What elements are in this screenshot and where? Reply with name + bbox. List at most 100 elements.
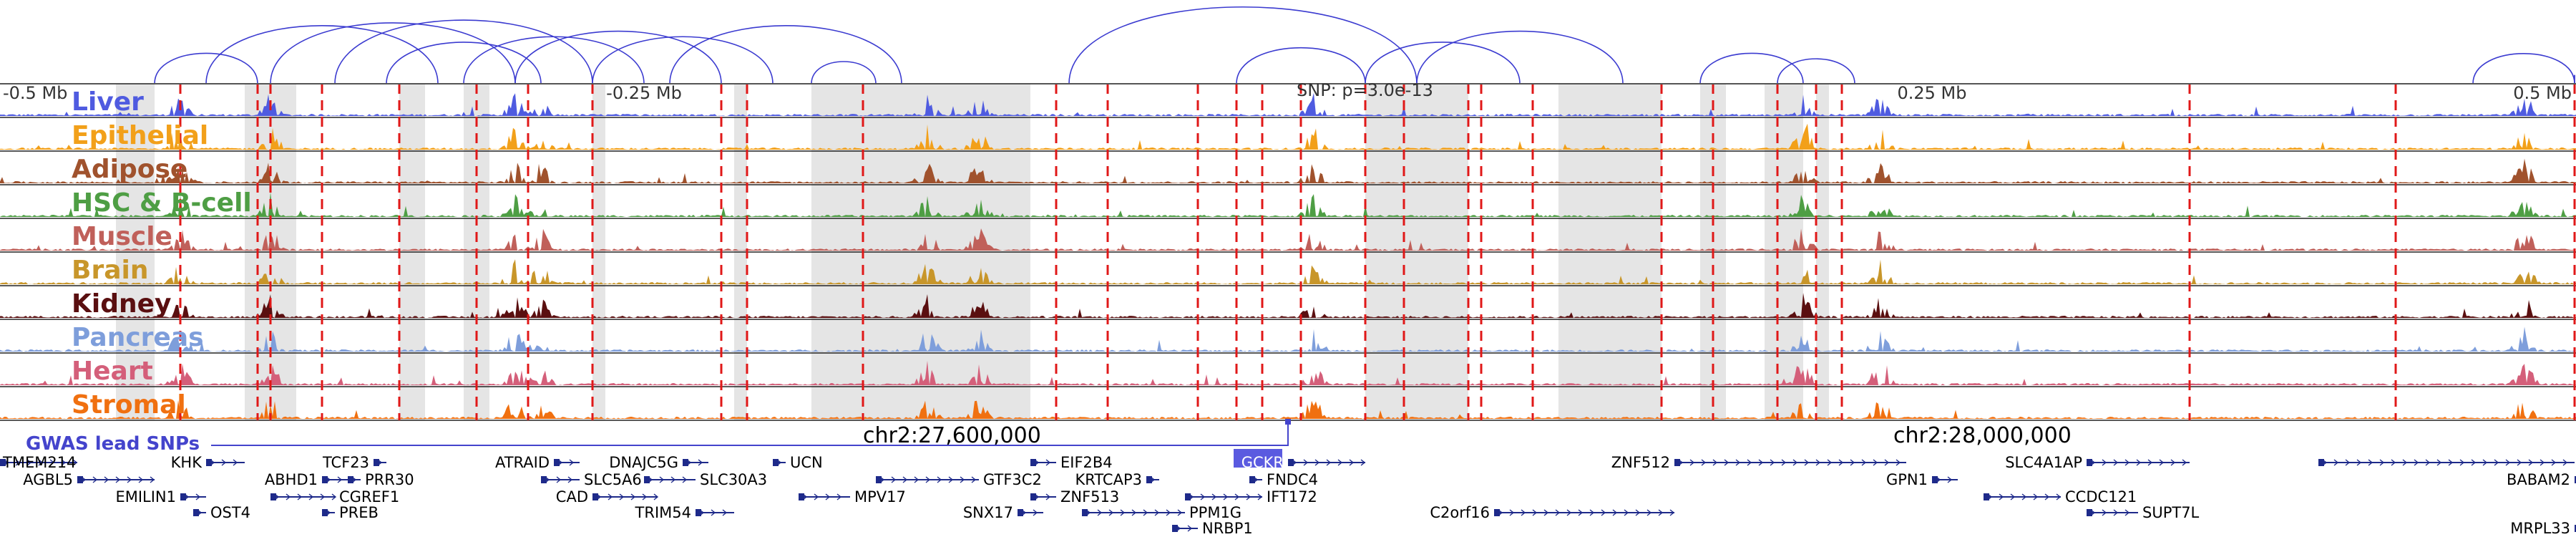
gene-label: CCDC121 [2065, 488, 2137, 505]
strand-arrow [1097, 509, 1103, 516]
gene-label: CAD [556, 488, 588, 505]
strand-arrow [2482, 459, 2488, 466]
strand-arrow [642, 493, 648, 500]
strand-arrow [1601, 509, 1606, 516]
strand-arrow [1827, 459, 1833, 466]
exon-block [592, 493, 598, 500]
strand-arrow [937, 476, 942, 483]
loop-arc [669, 25, 902, 84]
strand-arrow [1509, 509, 1515, 516]
track-label: Muscle [72, 222, 172, 251]
gene-label: TRIM54 [635, 504, 691, 521]
strand-arrow [1045, 459, 1051, 466]
strand-arrow [1589, 509, 1595, 516]
snp-pvalue-annotation: SNP: p=3.0e-13 [1297, 80, 1433, 100]
strand-arrow [1131, 509, 1137, 516]
strand-arrow [1033, 509, 1038, 516]
gene-label: BABAM2 [2507, 471, 2570, 488]
gene-label: IFT172 [1267, 488, 1317, 505]
strand-arrow [1187, 525, 1193, 532]
gwas-marker [1285, 419, 1291, 425]
strand-arrow [92, 476, 98, 483]
strand-arrow [2159, 459, 2165, 466]
axis-tick-label: -0.25 Mb [606, 83, 682, 103]
strand-arrow [1566, 509, 1572, 516]
gene-label: GTF3C2 [983, 471, 1042, 488]
exon-block [180, 493, 186, 500]
strand-arrow [1349, 459, 1355, 466]
strand-arrow [38, 459, 44, 466]
exon-block [1674, 459, 1680, 466]
exon-block [0, 459, 6, 466]
strand-arrow [1896, 459, 1901, 466]
track-label: Stromal [72, 390, 186, 420]
gene-label: AGBL5 [23, 471, 73, 488]
exon-block [1146, 476, 1152, 483]
chromatin-loops [154, 6, 2575, 84]
gwas-bracket [211, 421, 1289, 446]
strand-arrow [2528, 459, 2534, 466]
strand-arrow [948, 476, 954, 483]
strand-arrow [722, 509, 728, 516]
strand-arrow [1360, 459, 1366, 466]
strand-arrow [1689, 459, 1695, 466]
strand-arrow [2562, 459, 2568, 466]
gene-label: ZNF513 [1060, 488, 1119, 505]
strand-arrow [814, 493, 819, 500]
strand-arrow [2136, 459, 2142, 466]
strand-arrow [2044, 493, 2050, 500]
exon-block [2318, 459, 2324, 466]
strand-arrow [971, 476, 977, 483]
strand-arrow [1532, 509, 1538, 516]
exon-block [1030, 459, 1036, 466]
strand-arrow [1758, 459, 1764, 466]
strand-arrow [2333, 459, 2339, 466]
strand-arrow [1246, 493, 1252, 500]
gene-label: UCN [790, 454, 823, 471]
track-label: Adipose [72, 155, 187, 184]
strand-arrow [1543, 509, 1549, 516]
exon-block [206, 459, 212, 466]
strand-arrow [1120, 509, 1126, 516]
exon-block [1249, 476, 1255, 483]
strand-arrow [1223, 493, 1229, 500]
strand-arrow [2010, 493, 2016, 500]
strand-arrow [1735, 459, 1741, 466]
strand-arrow [297, 493, 303, 500]
gene-label: SNX17 [963, 504, 1013, 521]
strand-arrow [2102, 459, 2107, 466]
strand-arrow [1326, 459, 1332, 466]
axis-tick-label: 0.5 Mb [2513, 83, 2572, 103]
gwas-snp-lines [179, 84, 2576, 420]
gene-label: KRTCAP3 [1075, 471, 1143, 488]
exon-block [773, 459, 779, 466]
strand-arrow [1838, 459, 1844, 466]
loop-arc [1365, 42, 1521, 84]
strand-arrow [2425, 459, 2431, 466]
gene-label: MPV17 [854, 488, 906, 505]
strand-arrow [26, 459, 32, 466]
strand-arrow [320, 493, 326, 500]
exon-block [193, 509, 199, 516]
exon-block [683, 459, 688, 466]
strand-arrow [567, 476, 573, 483]
strand-arrow [308, 493, 314, 500]
strand-arrow [1815, 459, 1821, 466]
strand-arrow [2391, 459, 2396, 466]
gene-label: PREB [339, 504, 379, 521]
strand-arrow [2033, 493, 2039, 500]
track-signal-liver [0, 92, 2576, 116]
gene-label: DNAJC5G [609, 454, 678, 471]
strand-arrow [836, 493, 842, 500]
strand-arrow [2505, 459, 2511, 466]
coord-label-left: chr2:27,600,000 [863, 423, 1041, 448]
track-labels: Liver Epithelial Adipose HSC & B-cell Muscle… [72, 87, 252, 420]
strand-arrow [2345, 459, 2351, 466]
gene-label: OST4 [210, 504, 250, 521]
position-axis: SNP: p=3.0e-13 -0.5 Mb -0.25 Mb 0.25 Mb 0.5… [0, 80, 2576, 103]
strand-arrow [49, 459, 55, 466]
loop-arc [1068, 6, 1418, 84]
strand-arrow [1646, 509, 1652, 516]
